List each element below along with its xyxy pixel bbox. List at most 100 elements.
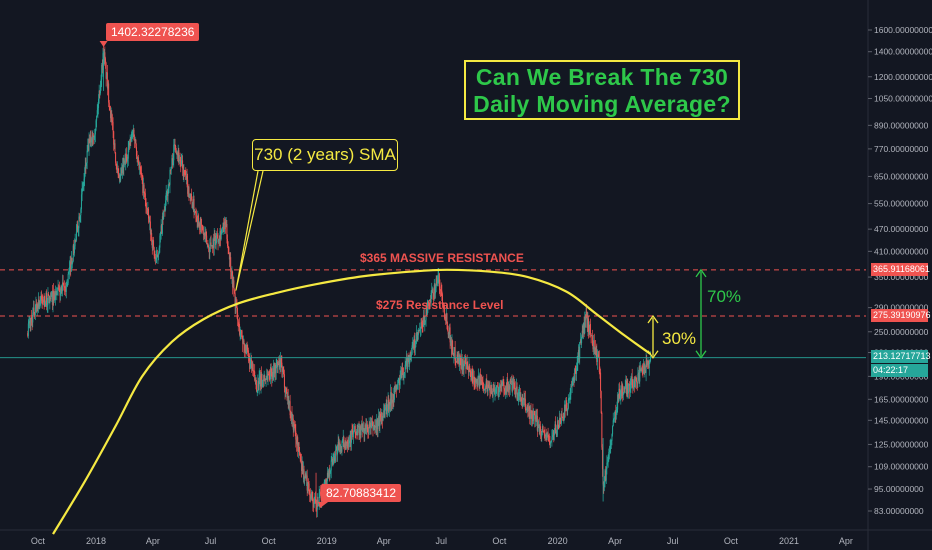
candle-body [249,361,251,370]
candle-body [316,500,318,510]
candle-body [627,384,629,394]
candle-body [622,385,624,395]
candle-body [302,463,304,475]
candle-body [596,357,598,363]
candle-body [44,301,46,307]
candle-body [628,384,630,386]
candle-body [275,366,277,373]
high-flag-pointer [99,41,108,47]
candle-body [603,482,605,488]
price-tag-365: 365.91168061 [871,263,930,276]
candle-body [360,428,362,436]
candle-body [147,208,149,210]
candle-body [170,166,172,171]
candle-body [268,374,270,376]
candle-body [487,384,489,392]
candle-body [132,129,134,133]
candle-body [537,426,539,431]
candle-body [511,380,513,391]
candle-body [579,342,581,359]
candle-body [162,216,164,219]
candle-body [52,290,54,305]
candle-body [264,378,266,380]
candle-body [153,247,155,256]
candle-body [422,326,424,328]
candle-body [621,385,623,397]
candle-body [396,388,398,390]
candle-body [311,492,313,500]
candle-body [389,401,391,406]
candle-body [68,266,70,272]
candle-body [376,418,378,430]
candle-body [215,237,217,245]
candle-body [361,423,363,430]
candle-body [405,358,407,363]
candle-body [144,193,146,199]
candle-body [191,199,193,208]
candle-body [98,98,100,108]
candle-body [237,320,239,325]
candle-body [440,289,442,291]
candle-body [586,311,588,313]
candle-body [499,385,501,388]
candle-body [462,363,464,370]
candle-body [159,235,161,248]
candle-body [421,322,423,324]
candle-body [364,431,366,434]
candle-body [223,221,225,232]
y-tick-label: 470.00000000 [874,224,929,234]
candle-body [256,383,258,392]
candle-body [251,359,253,369]
candle-body [634,381,636,388]
candle-body [134,139,136,141]
candle-body [471,371,473,380]
candle-body [610,440,612,442]
candle-body [479,374,481,385]
candle-body [280,356,282,363]
candle-body [518,392,520,397]
candle-body [279,360,281,368]
candle-body [94,134,96,137]
candle-body [368,433,370,434]
candle-body [607,459,609,463]
candle-body [154,255,156,258]
candle-body [498,387,500,393]
candle-body [506,378,508,393]
candle-body [271,371,273,380]
candle-body [250,359,252,362]
candle-body [603,484,605,488]
candle-body [338,442,340,446]
candle-body [286,389,288,398]
candle-body [54,293,56,300]
candle-body [471,371,473,376]
candle-body [445,318,447,320]
candle-body [390,392,392,404]
candle-body [600,372,602,392]
candle-body [149,221,151,234]
candle-body [447,330,449,335]
candle-body [297,437,299,452]
candle-body [388,401,390,410]
candle-body [212,239,214,249]
candle-body [624,385,626,390]
chart-title-box: Can We Break The 730 Daily Moving Averag… [464,60,740,120]
candle-body [91,138,93,140]
candle-body [326,479,328,482]
candle-body [110,113,112,119]
candle-body [590,333,592,336]
candle-body [221,228,223,233]
candle-body [345,441,347,444]
candle-body [613,418,615,421]
y-tick-label: 95.00000000 [874,484,924,494]
candle-body [349,440,351,444]
candle-body [123,160,125,162]
candle-body [526,409,528,410]
candle-body [436,282,438,284]
candle-body [595,347,597,355]
candle-body [515,389,517,392]
candle-body [183,169,185,177]
candle-body [152,240,154,249]
candle-body [484,387,486,389]
